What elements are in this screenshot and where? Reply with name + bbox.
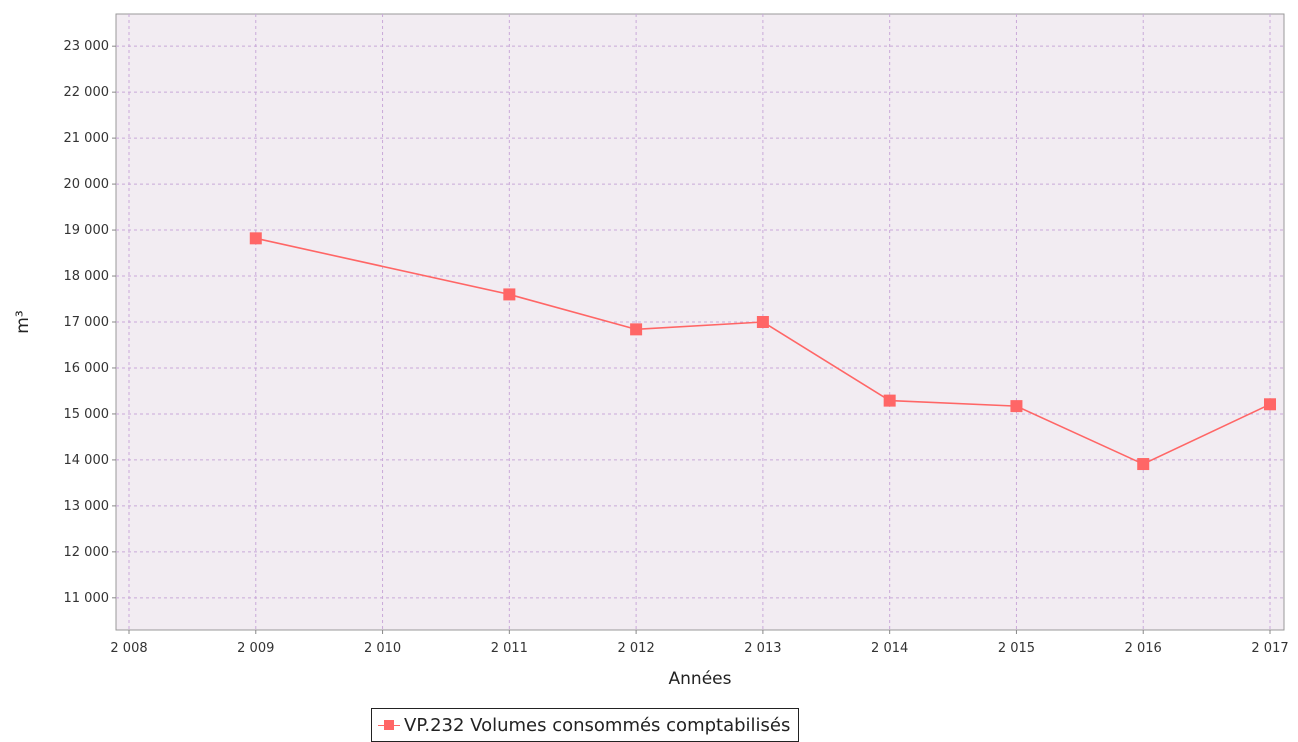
legend-label: VP.232 Volumes consommés comptabilisés — [404, 714, 791, 736]
x-tick-label: 2 008 — [110, 641, 147, 656]
x-tick-label: 2 012 — [618, 641, 655, 656]
y-tick-label: 13 000 — [64, 499, 110, 514]
y-tick-label: 16 000 — [64, 361, 110, 376]
x-tick-label: 2 009 — [237, 641, 274, 656]
series-line — [255, 237, 1271, 465]
y-tick-label: 14 000 — [64, 453, 110, 468]
x-tick-label: 2 017 — [1251, 641, 1288, 656]
y-tick-label: 11 000 — [64, 591, 110, 606]
data-point — [883, 394, 896, 407]
x-tick-label: 2 015 — [998, 641, 1035, 656]
x-tick-label: 2 011 — [491, 641, 528, 656]
series-layer — [249, 232, 1276, 471]
y-tick-label: 12 000 — [64, 545, 110, 560]
data-point — [756, 316, 769, 328]
x-axis-title: Années — [669, 669, 732, 689]
y-axis-title: m³ — [13, 310, 33, 333]
legend: VP.232 Volumes consommés comptabilisés — [371, 708, 800, 742]
legend-swatch-icon — [378, 718, 400, 732]
data-point — [1137, 458, 1150, 471]
y-tick-label: 18 000 — [64, 269, 110, 284]
grid-lines — [116, 14, 1284, 630]
y-axis: 11 000 12 000 13 000 14 000 15 000 16 000 17 0… — [64, 39, 116, 606]
y-tick-label: 22 000 — [64, 85, 110, 100]
x-tick-label: 2 010 — [364, 641, 401, 656]
data-point — [249, 232, 262, 245]
data-point — [1264, 398, 1276, 411]
y-tick-label: 21 000 — [64, 131, 110, 146]
x-tick-label: 2 014 — [871, 641, 908, 656]
data-point — [503, 288, 516, 301]
data-point — [630, 323, 643, 336]
y-tick-label: 17 000 — [64, 315, 110, 330]
x-axis: 2 008 2 009 2 010 2 011 2 012 2 013 2 014 2 015… — [110, 630, 1289, 656]
y-tick-label: 23 000 — [64, 39, 110, 54]
x-tick-label: 2 016 — [1125, 641, 1162, 656]
data-point — [1010, 400, 1023, 413]
x-tick-label: 2 013 — [744, 641, 781, 656]
y-tick-label: 19 000 — [64, 223, 110, 238]
y-tick-label: 20 000 — [64, 177, 110, 192]
y-tick-label: 15 000 — [64, 407, 110, 422]
